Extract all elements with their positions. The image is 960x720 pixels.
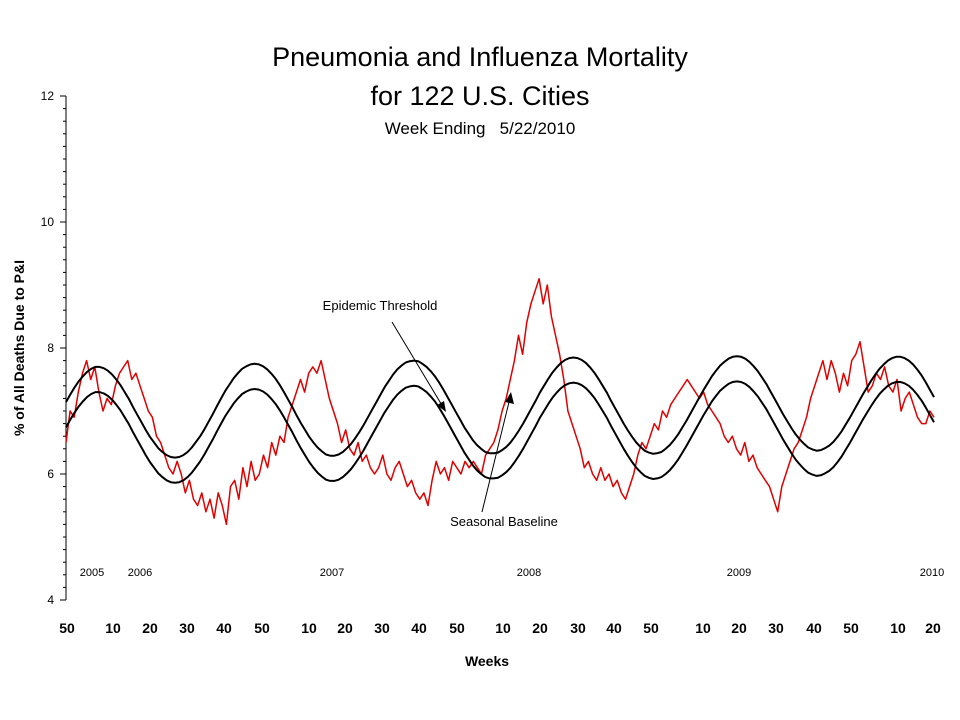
y-tick-label: 6: [47, 467, 54, 481]
year-label: 2009: [727, 567, 751, 579]
x-tick-label: 30: [179, 620, 195, 636]
epidemic-threshold-pointer: [391, 321, 444, 408]
y-tick-label: 8: [47, 341, 54, 355]
year-labels: 2005 2006 2007 2008 2009 2010: [80, 567, 944, 579]
x-tick-label: 10: [105, 620, 121, 636]
x-tick-label: 40: [806, 620, 822, 636]
x-tick-label: 50: [59, 620, 75, 636]
x-tick-label: 50: [843, 620, 859, 636]
x-tick-label: 20: [337, 620, 353, 636]
seasonal-baseline-pointer: [481, 397, 511, 513]
x-tick-label: 40: [216, 620, 232, 636]
y-axis-label: % of All Deaths Due to P&I: [11, 260, 27, 436]
x-tick-label: 50: [643, 620, 659, 636]
x-tick-label: 20: [925, 620, 941, 636]
x-tick-label: 30: [374, 620, 390, 636]
y-axis-ticks: 4 6 8 10 12: [41, 89, 66, 607]
x-tick-label: 10: [890, 620, 906, 636]
x-tick-label: 30: [570, 620, 586, 636]
seasonal-baseline-label: Seasonal Baseline: [450, 514, 558, 529]
series-lines: [65, 277, 935, 526]
x-axis-ticks: 50 10 20 30 40 50 10 20 30 40 50 10 20 30 40 50 10 20 30 40…: [59, 620, 941, 636]
y-tick-label: 4: [47, 593, 54, 607]
y-tick-label: 10: [41, 215, 55, 229]
epidemic-threshold-label: Epidemic Threshold: [323, 298, 438, 313]
seasonal-baseline-line: [65, 380, 935, 484]
x-tick-label: 50: [449, 620, 465, 636]
epidemic-threshold-arrowhead: [437, 401, 446, 412]
y-tick-label: 12: [41, 89, 55, 103]
year-label: 2008: [517, 567, 541, 579]
x-tick-label: 10: [495, 620, 511, 636]
x-tick-label: 20: [142, 620, 158, 636]
x-tick-label: 50: [254, 620, 270, 636]
x-tick-label: 10: [695, 620, 711, 636]
x-tick-label: 40: [606, 620, 622, 636]
chart-title-line1: Pneumonia and Influenza Mortality: [272, 42, 688, 72]
mortality-line: [65, 277, 935, 526]
x-tick-label: 20: [532, 620, 548, 636]
seasonal-baseline-arrowhead: [505, 392, 514, 404]
x-tick-label: 40: [411, 620, 427, 636]
x-tick-label: 30: [768, 620, 784, 636]
year-label: 2006: [128, 567, 152, 579]
epidemic-threshold-line: [65, 355, 935, 459]
year-label: 2010: [920, 567, 944, 579]
chart-subtitle: Week Ending 5/22/2010: [385, 119, 576, 138]
chart-title-line2: for 122 U.S. Cities: [370, 81, 589, 111]
x-tick-label: 10: [301, 620, 317, 636]
x-tick-label: 20: [731, 620, 747, 636]
year-label: 2005: [80, 567, 104, 579]
x-axis-label: Weeks: [465, 653, 509, 669]
year-label: 2007: [320, 567, 344, 579]
